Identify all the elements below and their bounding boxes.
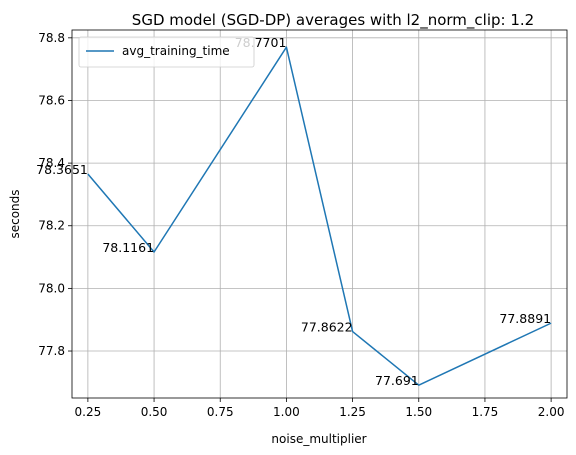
legend-box: [78, 36, 255, 68]
series-line-avg-training-time: [87, 46, 552, 386]
x-tick-label: 0.75: [207, 405, 234, 419]
x-tick-label: 1.00: [273, 405, 300, 419]
y-tick-label: 78.0: [38, 281, 65, 295]
y-tick-label: 78.2: [38, 219, 65, 233]
y-axis-label: seconds: [8, 189, 22, 238]
x-axis-ticks: 0.25 0.50 0.75 1.00 1.25 1.50 1.75 2.00: [75, 398, 565, 419]
data-label: 77.8891: [499, 311, 551, 326]
axes-frame: [71, 29, 568, 399]
legend-label: avg_training_time: [122, 44, 230, 58]
chart-title: SGD model (SGD-DP) averages with l2_norm…: [132, 11, 534, 30]
grid: [72, 30, 567, 398]
data-label: 78.3651: [36, 162, 88, 177]
x-tick-label: 1.50: [405, 405, 432, 419]
x-tick-label: 2.00: [538, 405, 565, 419]
y-tick-label: 77.8: [38, 344, 65, 358]
y-axis-ticks: 77.8 78.0 78.2 78.4 78.6 78.8: [38, 31, 72, 358]
y-tick-label: 78.6: [38, 93, 65, 107]
x-axis-label: noise_multiplier: [271, 432, 366, 446]
y-tick-label: 78.4: [38, 156, 65, 170]
legend: avg_training_time: [78, 36, 255, 68]
x-tick-label: 0.25: [75, 405, 102, 419]
data-label: 77.691: [375, 373, 419, 388]
x-tick-label: 0.50: [141, 405, 168, 419]
data-label: 78.1161: [102, 240, 154, 255]
data-labels: 78.365178.116178.770177.862277.69177.889…: [36, 35, 551, 388]
x-tick-label: 1.75: [472, 405, 499, 419]
x-tick-label: 1.25: [339, 405, 366, 419]
data-label: 77.8622: [301, 320, 353, 335]
y-tick-label: 78.8: [38, 31, 65, 45]
